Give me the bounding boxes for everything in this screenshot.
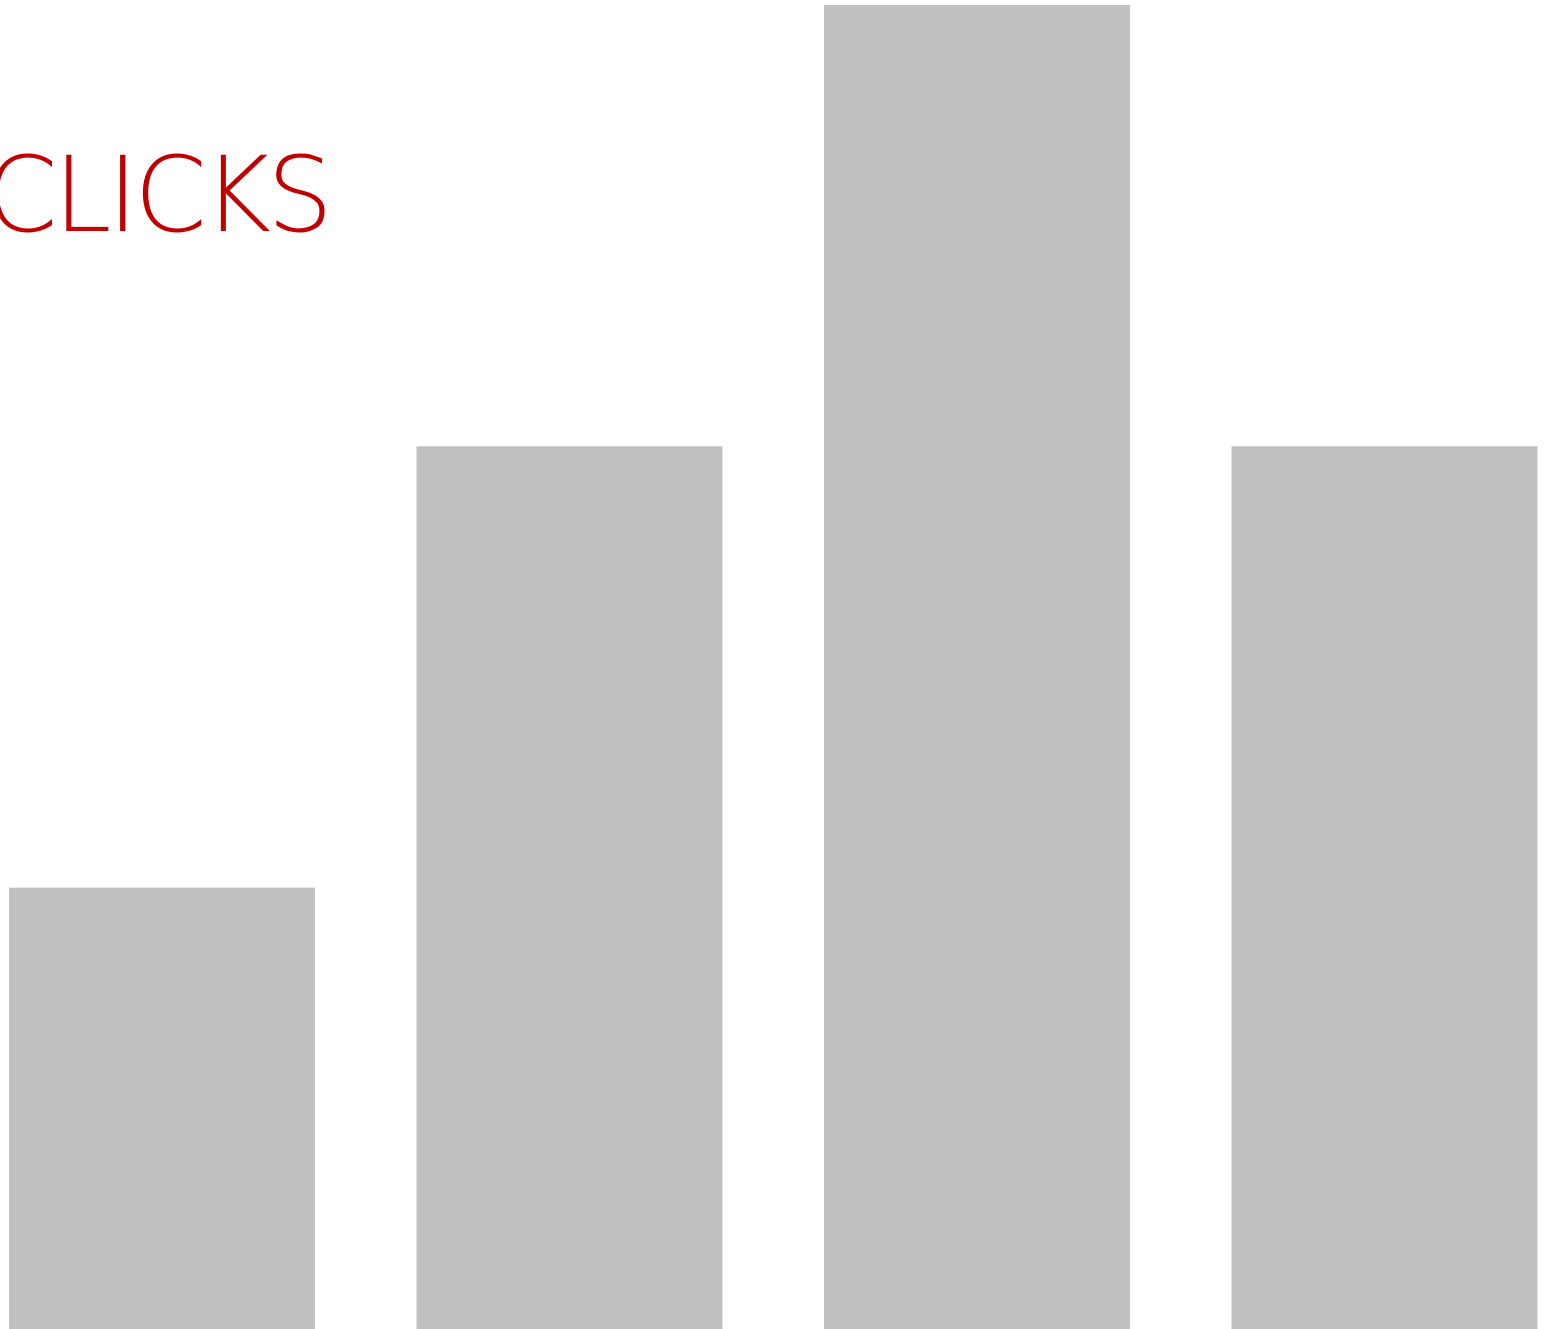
chart-title: CLICKS [0, 134, 333, 256]
bar-3 [824, 5, 1130, 1329]
bars-group [9, 5, 1538, 1329]
bar-2 [416, 446, 723, 1329]
bar-1 [9, 887, 315, 1329]
bar-4 [1231, 446, 1538, 1329]
